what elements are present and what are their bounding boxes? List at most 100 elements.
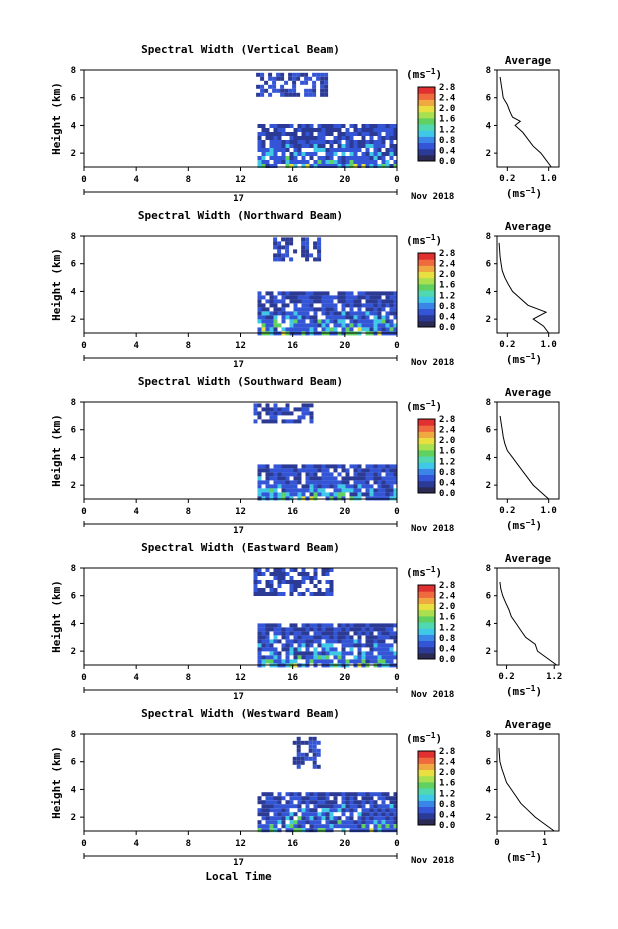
heatmap-cell <box>381 484 386 489</box>
heatmap-region <box>257 792 398 833</box>
y-tick-label: 8 <box>71 232 76 242</box>
heatmap-cell <box>305 651 310 656</box>
heatmap-cell <box>381 488 386 493</box>
heatmap-cell <box>301 572 306 576</box>
heatmap-cell <box>341 796 346 801</box>
heatmap-cell <box>341 484 346 489</box>
y-axis-label: Height (km) <box>50 746 63 819</box>
heatmap-cell <box>272 88 277 93</box>
heatmap-cell <box>361 303 366 308</box>
heatmap-cell <box>389 148 394 152</box>
heatmap-cell <box>333 327 338 332</box>
heatmap-cell <box>309 488 314 493</box>
heatmap-cell <box>273 635 278 640</box>
heatmap-cell <box>301 307 306 312</box>
heatmap-cell <box>333 315 338 320</box>
heatmap-cell <box>261 156 266 160</box>
heatmap-cell <box>309 796 314 801</box>
heatmap-cell <box>313 257 318 262</box>
heatmap-cell <box>373 160 378 164</box>
heatmap-cell <box>389 623 394 628</box>
heatmap-cell <box>317 484 322 489</box>
heatmap-cell <box>349 307 354 312</box>
heatmap-cell <box>389 136 394 140</box>
heatmap-cell <box>381 659 386 664</box>
heatmap-cell <box>365 124 370 128</box>
heatmap-cell <box>281 484 286 489</box>
heatmap-cell <box>313 631 318 636</box>
heatmap-cell <box>357 140 362 144</box>
heatmap-cell <box>293 164 298 168</box>
heatmap-cell <box>321 631 326 636</box>
heatmap-cell <box>316 764 321 769</box>
heatmap-cell <box>305 237 310 242</box>
heatmap-cell <box>357 655 362 660</box>
heatmap-cell <box>304 88 309 93</box>
heatmap-cell <box>353 152 358 156</box>
heatmap-cell <box>317 136 322 140</box>
heatmap-cell <box>301 639 306 644</box>
heatmap-cell <box>309 411 314 416</box>
heatmap-cell <box>317 659 322 664</box>
heatmap-cell <box>280 88 285 93</box>
x-tick-label: 16 <box>287 839 298 849</box>
colorbar-tick-label: 0.4 <box>439 312 456 322</box>
heatmap-cell <box>265 488 270 493</box>
heatmap-cell <box>301 152 306 156</box>
heatmap-cell <box>293 488 298 493</box>
heatmap-region <box>257 464 398 501</box>
heatmap-cell <box>261 496 266 501</box>
heatmap-cell <box>349 124 354 128</box>
heatmap-cell <box>257 124 262 128</box>
colorbar-tick-label: 1.6 <box>439 115 455 125</box>
heatmap-cell <box>289 659 294 664</box>
colorbar-tick-label: 1.6 <box>439 613 455 623</box>
heatmap-cell <box>369 804 374 809</box>
heatmap-cell <box>293 156 298 160</box>
panel-title: Spectral Width (Southward Beam) <box>138 375 343 388</box>
heatmap-cell <box>381 164 386 168</box>
heatmap-cell <box>341 323 346 328</box>
heatmap-cell <box>293 407 298 412</box>
heatmap-cell <box>373 144 378 148</box>
heatmap-cell <box>313 152 318 156</box>
heatmap-cell <box>341 800 346 805</box>
heatmap-cell <box>321 592 326 596</box>
heatmap-cell <box>329 568 334 572</box>
heatmap-cell <box>293 291 298 296</box>
heatmap-cell <box>357 307 362 312</box>
heatmap-cell <box>293 655 298 660</box>
heatmap-cell <box>257 820 262 825</box>
heatmap-cell <box>257 464 262 469</box>
heatmap-cell <box>381 824 386 829</box>
heatmap-cell <box>321 643 326 648</box>
heatmap-cell <box>276 72 281 77</box>
heatmap-cell <box>389 327 394 332</box>
heatmap-cell <box>337 820 342 825</box>
heatmap-cell <box>308 88 313 93</box>
y-tick-label: 2 <box>71 481 76 491</box>
heatmap-cell <box>313 488 318 493</box>
heatmap-cell <box>289 323 294 328</box>
heatmap-cell <box>317 820 322 825</box>
heatmap-cell <box>377 144 382 148</box>
heatmap-cell <box>293 419 298 424</box>
heatmap-cell <box>373 824 378 829</box>
heatmap-cell <box>385 476 390 481</box>
heatmap-cell <box>268 92 273 97</box>
heatmap-cell <box>289 419 294 424</box>
heatmap-cell <box>321 307 326 312</box>
heatmap-cell <box>265 403 270 408</box>
colorbar-swatch <box>418 142 435 150</box>
avg-y-tick-label: 8 <box>486 564 491 574</box>
heatmap-cell <box>377 327 382 332</box>
heatmap-cell <box>292 756 297 761</box>
heatmap-cell <box>273 476 278 481</box>
x-tick-label: 0 <box>394 507 399 517</box>
y-tick-label: 4 <box>71 785 77 795</box>
heatmap-cell <box>389 144 394 148</box>
heatmap-cell <box>305 136 310 140</box>
heatmap-cell <box>285 812 290 817</box>
heatmap-cell <box>273 124 278 128</box>
heatmap-cell <box>281 472 286 477</box>
